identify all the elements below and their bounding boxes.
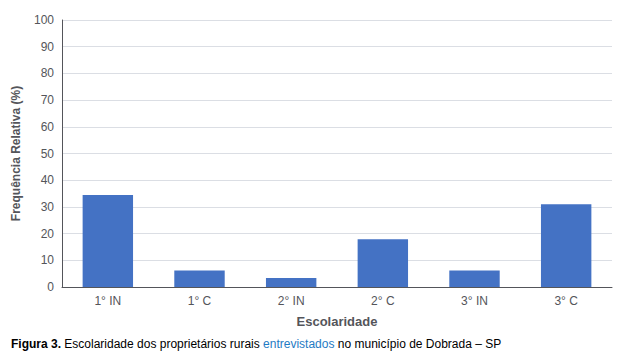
svg-text:entrevistados: entrevistados bbox=[263, 337, 334, 351]
svg-text:10: 10 bbox=[41, 253, 55, 267]
svg-text:30: 30 bbox=[41, 200, 55, 214]
svg-text:50: 50 bbox=[41, 147, 55, 161]
svg-text:no município de Dobrada – SP: no município de Dobrada – SP bbox=[334, 337, 501, 351]
svg-text:Frequência Relativa (%): Frequência Relativa (%) bbox=[9, 86, 23, 221]
svg-text:60: 60 bbox=[41, 120, 55, 134]
svg-text:20: 20 bbox=[41, 227, 55, 241]
svg-text:0: 0 bbox=[47, 280, 54, 294]
svg-text:2° IN: 2° IN bbox=[278, 294, 305, 308]
svg-text:Figura 3.: Figura 3. bbox=[11, 337, 61, 351]
svg-text:40: 40 bbox=[41, 173, 55, 187]
svg-text:Escolaridade dos proprietários: Escolaridade dos proprietários rurais bbox=[61, 337, 263, 351]
svg-text:90: 90 bbox=[41, 40, 55, 54]
svg-text:3° IN: 3° IN bbox=[461, 294, 488, 308]
svg-text:1° C: 1° C bbox=[188, 294, 212, 308]
svg-text:2° C: 2° C bbox=[371, 294, 395, 308]
svg-text:70: 70 bbox=[41, 93, 55, 107]
svg-text:1° IN: 1° IN bbox=[94, 294, 121, 308]
svg-text:Escolaridade: Escolaridade bbox=[297, 314, 378, 329]
svg-text:100: 100 bbox=[34, 13, 54, 27]
svg-text:80: 80 bbox=[41, 66, 55, 80]
svg-text:3° C: 3° C bbox=[554, 294, 578, 308]
